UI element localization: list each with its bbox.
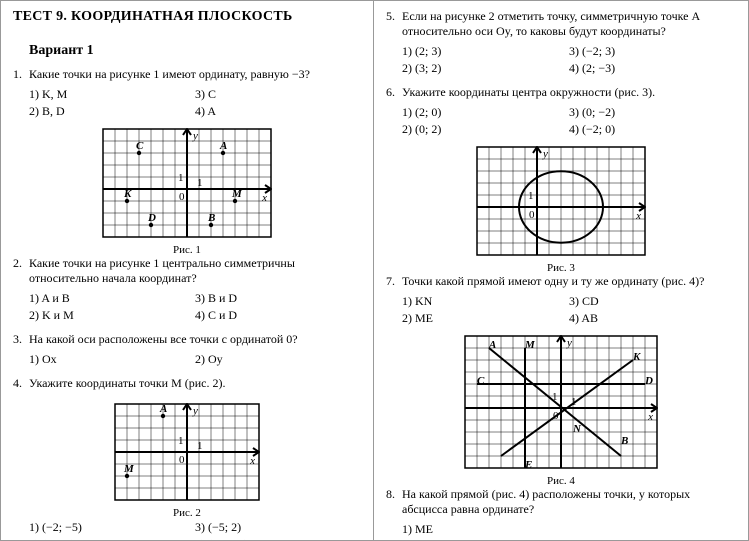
question-text: На какой оси расположены все точки с орд… bbox=[29, 332, 361, 347]
svg-text:0: 0 bbox=[179, 191, 185, 203]
variant-title: Вариант 1 bbox=[29, 43, 361, 59]
question-text: На какой прямой (рис. 4) расположены точ… bbox=[402, 487, 736, 517]
svg-text:E: E bbox=[524, 459, 532, 469]
question-7: 7. Точки какой прямой имеют одну и ту же… bbox=[386, 274, 736, 327]
svg-text:B: B bbox=[620, 435, 628, 447]
question-2: 2. Какие точки на рисунке 1 центрально с… bbox=[13, 256, 361, 324]
question-6: 6. Укажите координаты центра окружности … bbox=[386, 85, 736, 138]
svg-text:y: y bbox=[566, 337, 572, 349]
svg-text:y: y bbox=[542, 148, 548, 160]
answer: 2) ME bbox=[402, 310, 569, 327]
figure-caption: Рис. 1 bbox=[13, 244, 361, 256]
answer: 2) (0; 2) bbox=[402, 121, 569, 138]
qnum: 8. bbox=[386, 487, 402, 541]
svg-text:x: x bbox=[635, 210, 641, 222]
answer: 1) (−2; −5) bbox=[29, 519, 195, 536]
qnum: 5. bbox=[386, 9, 402, 77]
svg-text:x: x bbox=[249, 455, 255, 467]
question-text: Укажите координаты центра окружности (ри… bbox=[402, 85, 736, 100]
svg-text:x: x bbox=[261, 192, 267, 204]
answer: 3) (0; −2) bbox=[569, 104, 736, 121]
answer: 2) B, D bbox=[29, 103, 195, 120]
svg-text:0: 0 bbox=[179, 454, 185, 466]
answer: 3) C bbox=[195, 86, 361, 103]
qnum: 4. bbox=[13, 376, 29, 395]
svg-text:C: C bbox=[136, 140, 144, 152]
svg-text:x: x bbox=[647, 411, 653, 423]
svg-text:1: 1 bbox=[197, 177, 203, 189]
test-title: ТЕСТ 9. КООРДИНАТНАЯ ПЛОСКОСТЬ bbox=[13, 9, 361, 25]
qnum: 6. bbox=[386, 85, 402, 138]
question-text: Какие точки на рисунке 1 имеют ординату,… bbox=[29, 67, 361, 82]
svg-text:K: K bbox=[632, 351, 641, 363]
svg-text:A: A bbox=[159, 403, 167, 415]
qnum: 1. bbox=[13, 67, 29, 120]
answer: 3) (−5; 2) bbox=[195, 519, 361, 536]
svg-text:K: K bbox=[123, 188, 132, 200]
answer: 2) (3; 2) bbox=[402, 60, 569, 77]
svg-text:1: 1 bbox=[178, 435, 184, 447]
svg-text:1: 1 bbox=[528, 190, 534, 202]
svg-text:0: 0 bbox=[529, 209, 535, 221]
answer: 1) K, M bbox=[29, 86, 195, 103]
svg-text:M: M bbox=[524, 339, 536, 351]
answer: 3) (−2; 3) bbox=[569, 43, 736, 60]
question-text: Если на рисунке 2 отметить точку, симмет… bbox=[402, 9, 736, 39]
figure-1: xy011CAKMDB bbox=[13, 128, 361, 238]
figure-3: x y 0 1 bbox=[386, 146, 736, 256]
answer: 4) (−5; −2) bbox=[195, 536, 361, 541]
answer: 4) (−2; 0) bbox=[569, 121, 736, 138]
question-3: 3. На какой оси расположены все точки с … bbox=[13, 332, 361, 368]
svg-text:M: M bbox=[231, 188, 243, 200]
svg-text:M: M bbox=[123, 463, 135, 475]
qnum: 2. bbox=[13, 256, 29, 324]
answer: 3) B и D bbox=[195, 290, 361, 307]
answer: 1) ME bbox=[402, 521, 736, 538]
answer: 4) (2; −3) bbox=[569, 60, 736, 77]
figure-caption: Рис. 4 bbox=[386, 475, 736, 487]
question-text: Точки какой прямой имеют одну и ту же ор… bbox=[402, 274, 736, 289]
figure-4: xy011AMKCDNBE bbox=[386, 335, 736, 469]
question-4: 4. Укажите координаты точки M (рис. 2). bbox=[13, 376, 361, 395]
figure-caption: Рис. 2 bbox=[13, 507, 361, 519]
svg-text:B: B bbox=[207, 212, 215, 224]
answer: 2) Oy bbox=[195, 351, 361, 368]
answer: 2) (−2; 5) bbox=[29, 536, 195, 541]
qnum: 7. bbox=[386, 274, 402, 327]
question-4-answers: 1) (−2; −5) 3) (−5; 2) 2) (−2; 5) 4) (−5… bbox=[13, 519, 361, 541]
svg-text:1: 1 bbox=[197, 440, 203, 452]
answer: 2) K и M bbox=[29, 307, 195, 324]
answer: 1) (2; 3) bbox=[402, 43, 569, 60]
answer: 1) (2; 0) bbox=[402, 104, 569, 121]
figure-2: xy011AM bbox=[13, 403, 361, 501]
svg-text:y: y bbox=[192, 405, 198, 417]
question-text: Укажите координаты точки M (рис. 2). bbox=[29, 376, 361, 391]
page-right: 5. Если на рисунке 2 отметить точку, сим… bbox=[374, 0, 749, 541]
answer: 1) KN bbox=[402, 293, 569, 310]
question-text: Какие точки на рисунке 1 центрально симм… bbox=[29, 256, 361, 286]
qnum: 3. bbox=[13, 332, 29, 368]
answer: 1) Ox bbox=[29, 351, 195, 368]
answer: 4) A bbox=[195, 103, 361, 120]
question-1: 1. Какие точки на рисунке 1 имеют ордина… bbox=[13, 67, 361, 120]
svg-text:y: y bbox=[192, 130, 198, 142]
svg-text:D: D bbox=[644, 375, 653, 387]
figure-caption: Рис. 3 bbox=[386, 262, 736, 274]
answer: 3) CD bbox=[569, 293, 736, 310]
svg-text:D: D bbox=[147, 212, 156, 224]
svg-text:N: N bbox=[572, 423, 582, 435]
answer: 1) A и B bbox=[29, 290, 195, 307]
answer: 4) C и D bbox=[195, 307, 361, 324]
answer: 4) AB bbox=[569, 310, 736, 327]
page-left: ТЕСТ 9. КООРДИНАТНАЯ ПЛОСКОСТЬ Вариант 1… bbox=[0, 0, 374, 541]
svg-text:1: 1 bbox=[178, 172, 184, 184]
question-5: 5. Если на рисунке 2 отметить точку, сим… bbox=[386, 9, 736, 77]
svg-text:C: C bbox=[477, 375, 485, 387]
svg-text:A: A bbox=[488, 339, 496, 351]
question-8: 8. На какой прямой (рис. 4) расположены … bbox=[386, 487, 736, 541]
svg-text:A: A bbox=[219, 140, 227, 152]
